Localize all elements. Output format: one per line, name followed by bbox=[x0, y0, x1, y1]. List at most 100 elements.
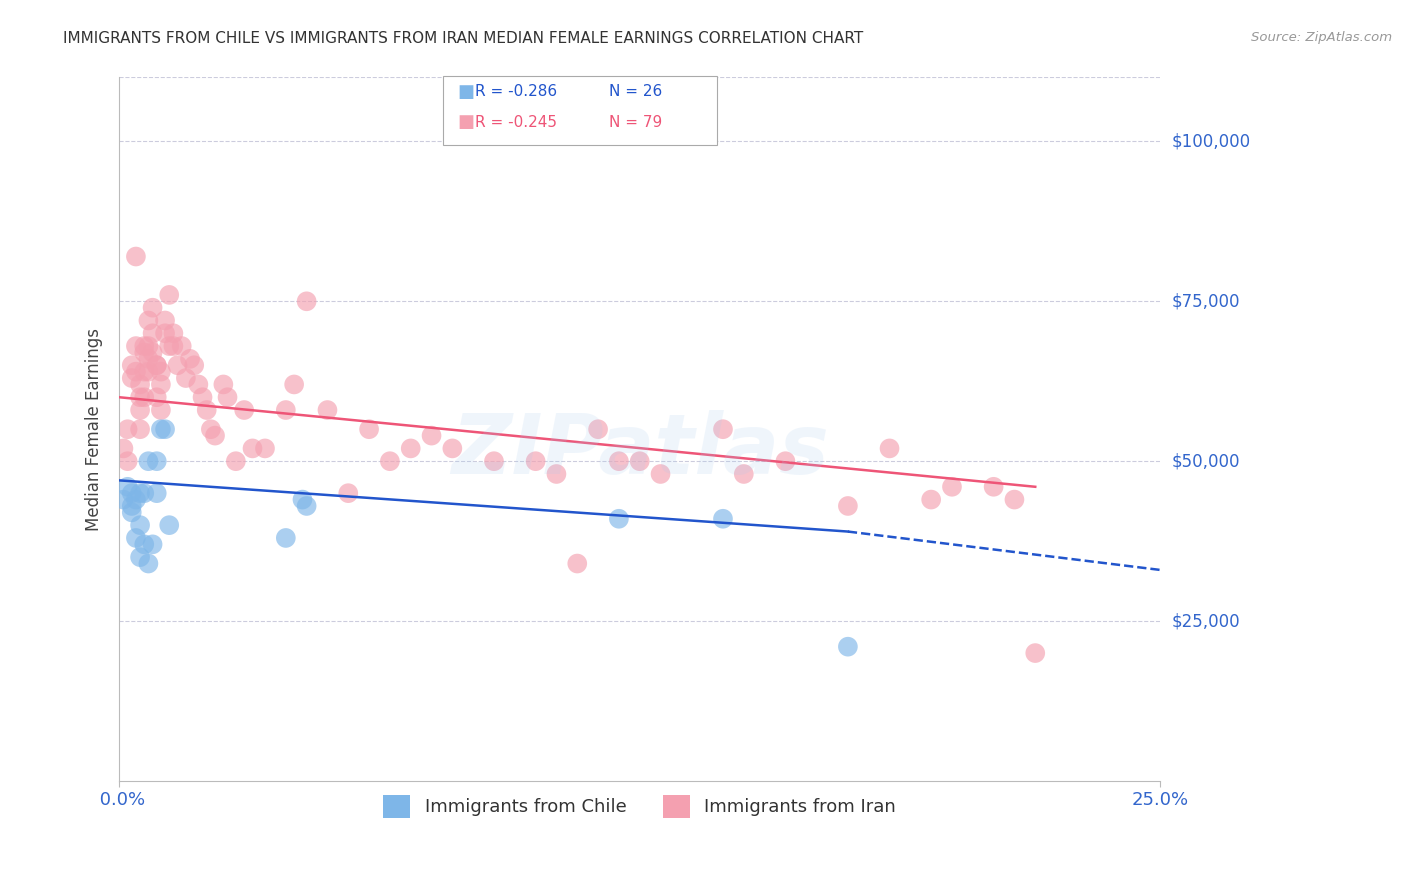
Point bbox=[242, 442, 264, 456]
Point bbox=[138, 339, 160, 353]
Point bbox=[233, 403, 256, 417]
Point bbox=[112, 492, 135, 507]
Point bbox=[837, 640, 859, 654]
Point bbox=[125, 339, 148, 353]
Point bbox=[125, 531, 148, 545]
Text: IMMIGRANTS FROM CHILE VS IMMIGRANTS FROM IRAN MEDIAN FEMALE EARNINGS CORRELATION: IMMIGRANTS FROM CHILE VS IMMIGRANTS FROM… bbox=[63, 31, 863, 46]
Point bbox=[142, 537, 165, 551]
Point bbox=[337, 486, 360, 500]
Point bbox=[117, 480, 139, 494]
Point bbox=[162, 326, 184, 341]
Point bbox=[441, 442, 464, 456]
Point bbox=[145, 390, 167, 404]
Point bbox=[378, 454, 401, 468]
Text: $25,000: $25,000 bbox=[1171, 612, 1240, 630]
Point bbox=[121, 499, 143, 513]
Point bbox=[129, 403, 152, 417]
Point bbox=[153, 422, 176, 436]
Point bbox=[134, 390, 156, 404]
Point bbox=[733, 467, 755, 481]
Point bbox=[567, 557, 589, 571]
Point bbox=[775, 454, 797, 468]
Text: $75,000: $75,000 bbox=[1171, 293, 1240, 310]
Point bbox=[149, 377, 172, 392]
Point bbox=[117, 422, 139, 436]
Point bbox=[134, 365, 156, 379]
Text: N = 79: N = 79 bbox=[609, 115, 662, 129]
Point bbox=[283, 377, 305, 392]
Point bbox=[149, 365, 172, 379]
Point bbox=[420, 428, 443, 442]
Point bbox=[274, 403, 297, 417]
Point bbox=[138, 351, 160, 366]
Point bbox=[125, 492, 148, 507]
Point bbox=[121, 505, 143, 519]
Point bbox=[179, 351, 201, 366]
Point bbox=[129, 550, 152, 565]
Point bbox=[134, 345, 156, 359]
Point bbox=[125, 250, 148, 264]
Point bbox=[157, 288, 180, 302]
Point bbox=[162, 339, 184, 353]
Point bbox=[204, 428, 226, 442]
Point bbox=[183, 358, 205, 372]
Point bbox=[117, 454, 139, 468]
Text: R = -0.286: R = -0.286 bbox=[475, 85, 557, 99]
Point bbox=[217, 390, 239, 404]
Point bbox=[138, 365, 160, 379]
Text: R = -0.245: R = -0.245 bbox=[475, 115, 557, 129]
Point bbox=[145, 358, 167, 372]
Point bbox=[145, 486, 167, 500]
Point bbox=[316, 403, 339, 417]
Point bbox=[187, 377, 209, 392]
Point bbox=[274, 531, 297, 545]
Point bbox=[212, 377, 235, 392]
Point bbox=[225, 454, 247, 468]
Text: $100,000: $100,000 bbox=[1171, 132, 1250, 151]
Point bbox=[134, 339, 156, 353]
Point bbox=[295, 499, 318, 513]
Point bbox=[195, 403, 218, 417]
Point bbox=[138, 557, 160, 571]
Text: ZIPatlas: ZIPatlas bbox=[451, 409, 828, 491]
Point bbox=[134, 537, 156, 551]
Point bbox=[837, 499, 859, 513]
Point bbox=[920, 492, 942, 507]
Text: ■: ■ bbox=[457, 113, 474, 131]
Point bbox=[138, 454, 160, 468]
Point bbox=[983, 480, 1005, 494]
Legend: Immigrants from Chile, Immigrants from Iran: Immigrants from Chile, Immigrants from I… bbox=[377, 789, 903, 825]
Point bbox=[129, 486, 152, 500]
Point bbox=[711, 512, 734, 526]
Point bbox=[291, 492, 314, 507]
Point bbox=[129, 390, 152, 404]
Point bbox=[941, 480, 963, 494]
Point bbox=[1004, 492, 1026, 507]
Point bbox=[149, 403, 172, 417]
Point bbox=[134, 486, 156, 500]
Point bbox=[607, 512, 630, 526]
Point bbox=[121, 358, 143, 372]
Point bbox=[145, 454, 167, 468]
Point bbox=[1024, 646, 1046, 660]
Point bbox=[524, 454, 547, 468]
Point bbox=[129, 377, 152, 392]
Point bbox=[153, 313, 176, 327]
Point bbox=[157, 339, 180, 353]
Point bbox=[711, 422, 734, 436]
Point bbox=[482, 454, 505, 468]
Text: ■: ■ bbox=[457, 83, 474, 101]
Text: Source: ZipAtlas.com: Source: ZipAtlas.com bbox=[1251, 31, 1392, 45]
Point bbox=[125, 365, 148, 379]
Point bbox=[112, 442, 135, 456]
Y-axis label: Median Female Earnings: Median Female Earnings bbox=[86, 327, 103, 531]
Point bbox=[157, 518, 180, 533]
Point bbox=[129, 518, 152, 533]
Point bbox=[295, 294, 318, 309]
Point bbox=[129, 422, 152, 436]
Point bbox=[359, 422, 381, 436]
Point bbox=[191, 390, 214, 404]
Point bbox=[399, 442, 422, 456]
Point bbox=[121, 371, 143, 385]
Point bbox=[145, 358, 167, 372]
